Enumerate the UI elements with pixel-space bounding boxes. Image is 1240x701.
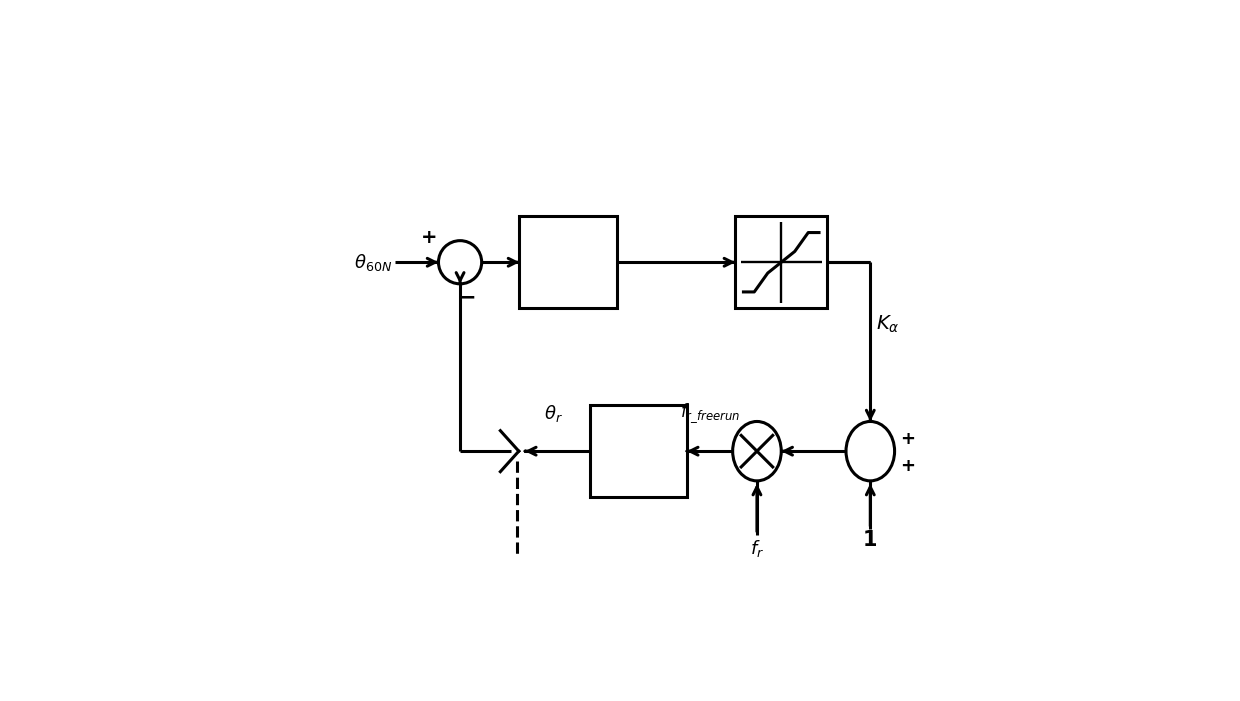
- Bar: [520, 217, 616, 308]
- Text: $f_{r\_freerun}$: $f_{r\_freerun}$: [680, 402, 740, 425]
- Circle shape: [439, 240, 481, 284]
- Text: +: +: [900, 430, 915, 448]
- Text: $\theta_{60N}$: $\theta_{60N}$: [355, 252, 393, 273]
- Bar: [735, 217, 827, 308]
- Text: −: −: [458, 287, 476, 307]
- Text: 1: 1: [863, 530, 878, 550]
- Text: $f_r$: $f_r$: [750, 538, 764, 559]
- Ellipse shape: [733, 421, 781, 481]
- Ellipse shape: [846, 421, 894, 481]
- Text: +: +: [420, 229, 436, 247]
- Bar: [589, 405, 687, 497]
- Text: +: +: [900, 457, 915, 475]
- Text: $K_{\alpha}$: $K_{\alpha}$: [875, 313, 899, 335]
- Text: $\theta_r$: $\theta_r$: [544, 403, 563, 424]
